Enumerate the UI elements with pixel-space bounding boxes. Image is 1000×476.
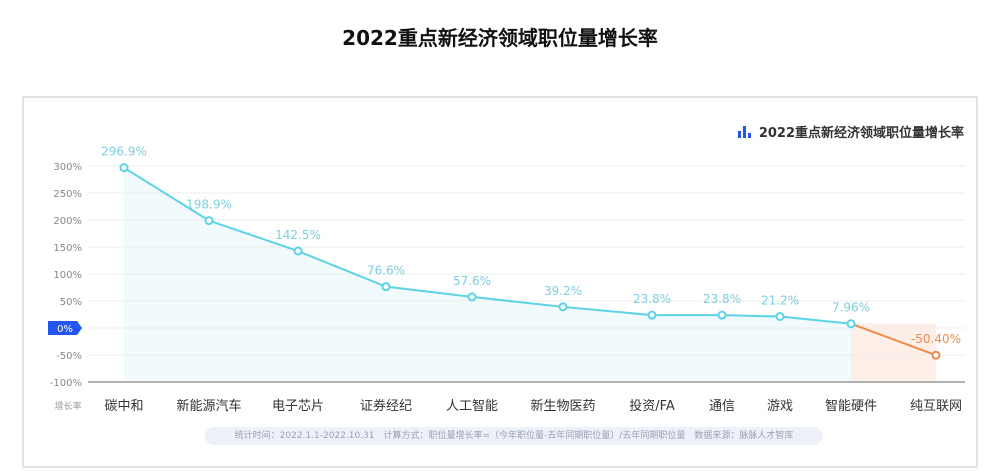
legend: 2022重点新经济领域职位量增长率 <box>737 122 964 141</box>
data-point <box>204 216 214 226</box>
x-tick-label: 新生物医药 <box>530 398 595 414</box>
y-tick-label: 150% <box>53 243 82 254</box>
data-point <box>119 163 129 173</box>
x-tick-label: 智能硬件 <box>825 399 877 414</box>
page-title: 2022重点新经济领域职位量增长率 <box>342 26 658 50</box>
data-point <box>293 246 303 256</box>
data-point <box>931 350 941 360</box>
x-tick-label: 电子芯片 <box>272 399 324 414</box>
data-point <box>717 310 727 320</box>
data-point <box>775 312 785 322</box>
data-label: 21.2% <box>761 294 799 308</box>
data-label: 198.9% <box>186 198 232 212</box>
y-tick-label: -50% <box>56 351 82 362</box>
negative-area <box>851 323 936 382</box>
y-tick-label: 200% <box>53 216 82 227</box>
data-label: 142.5% <box>275 228 321 242</box>
y-tick-label: 50% <box>60 297 82 308</box>
data-point <box>467 292 477 302</box>
data-label: -50.40% <box>911 332 961 346</box>
y-tick-label: 300% <box>53 162 82 173</box>
data-label: 57.6% <box>453 274 491 288</box>
x-tick-label: 投资/FA <box>629 398 675 414</box>
data-point <box>558 302 568 312</box>
zero-badge <box>48 321 82 335</box>
x-tick-label: 通信 <box>709 399 735 414</box>
data-label: 76.6% <box>367 264 405 278</box>
data-label: 23.8% <box>703 292 741 306</box>
data-label: 7.96% <box>832 301 870 315</box>
x-tick-label: 新能源汽车 <box>176 398 241 414</box>
data-point <box>381 282 391 292</box>
y-tick-label: 250% <box>53 189 82 200</box>
y-axis-label: 增长率 <box>54 400 81 412</box>
x-tick-label: 人工智能 <box>446 399 498 414</box>
x-tick-label: 游戏 <box>767 399 793 414</box>
y-tick-label: 100% <box>53 270 82 281</box>
data-label: 296.9% <box>101 145 147 159</box>
data-label: 23.8% <box>633 292 671 306</box>
x-tick-label: 碳中和 <box>104 399 143 414</box>
bar-chart-icon <box>737 125 751 138</box>
data-point <box>647 310 657 320</box>
series-line <box>123 166 852 325</box>
y-tick-label: -100% <box>50 378 82 389</box>
data-label: 39.2% <box>544 284 582 298</box>
y-tick-label: 0% <box>57 324 73 335</box>
chart-frame <box>22 96 978 468</box>
legend-label: 2022重点新经济领域职位量增长率 <box>758 126 964 141</box>
negative-segment <box>850 322 937 357</box>
footnote: 统计时间：2022.1.1-2022.10.31 计算方式：职位量增长率=（今年… <box>205 427 823 445</box>
x-tick-label: 纯互联网 <box>910 399 962 414</box>
data-point <box>846 319 856 329</box>
x-tick-label: 证券经纪 <box>360 398 412 414</box>
